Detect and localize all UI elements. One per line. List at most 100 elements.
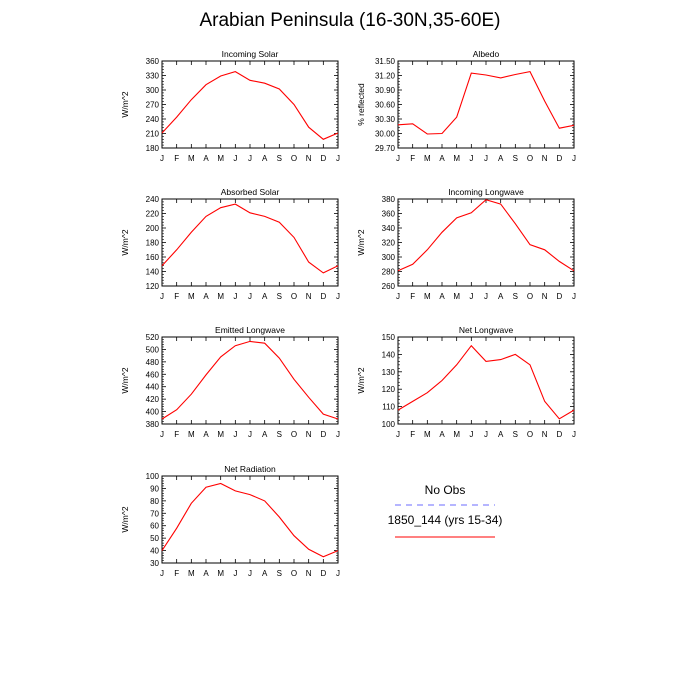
x-tick-label: J <box>248 569 252 578</box>
x-tick-label: S <box>277 569 282 578</box>
x-tick-label: J <box>233 430 237 439</box>
x-tick-label: O <box>291 154 297 163</box>
series-line <box>161 71 339 140</box>
series-line <box>397 199 575 272</box>
x-tick-label: O <box>291 430 297 439</box>
y-tick-label: 30 <box>150 559 159 568</box>
x-tick-label: M <box>217 430 224 439</box>
x-tick-label: D <box>320 430 326 439</box>
x-tick-label: M <box>217 154 224 163</box>
y-tick-label: 240 <box>146 195 160 204</box>
x-tick-label: J <box>396 292 400 301</box>
y-tick-label: 210 <box>146 130 160 139</box>
x-tick-label: S <box>513 430 518 439</box>
y-axis-label: W/m^2 <box>120 91 130 117</box>
y-axis-label: W/m^2 <box>356 229 366 255</box>
x-tick-label: J <box>336 569 340 578</box>
x-tick-label: O <box>527 154 533 163</box>
x-tick-label: N <box>306 569 312 578</box>
x-tick-label: J <box>396 154 400 163</box>
panel-title: Net Radiation <box>224 464 276 474</box>
x-tick-label: S <box>277 430 282 439</box>
x-tick-label: S <box>513 154 518 163</box>
plot-frame <box>161 60 339 149</box>
x-tick-label: J <box>572 292 576 301</box>
series-line <box>397 70 575 135</box>
y-tick-label: 180 <box>146 144 160 153</box>
series-line <box>161 203 339 274</box>
series-line <box>161 340 339 420</box>
y-axis-label: % reflected <box>356 83 366 126</box>
x-tick-label: F <box>174 292 179 301</box>
y-tick-label: 270 <box>146 101 160 110</box>
panel-4: Emitted Longwave W/m^2 380 400 420 440 460 480 5… <box>120 325 340 439</box>
plot-frame <box>161 198 339 287</box>
x-tick-label: A <box>498 430 504 439</box>
x-tick-label: J <box>572 430 576 439</box>
x-tick-label: A <box>203 292 209 301</box>
y-tick-label: 220 <box>146 210 160 219</box>
x-tick-label: O <box>291 292 297 301</box>
x-tick-label: F <box>410 154 415 163</box>
y-tick-label: 280 <box>382 268 396 277</box>
y-tick-label: 80 <box>150 497 159 506</box>
x-tick-label: J <box>572 154 576 163</box>
y-tick-label: 400 <box>146 408 160 417</box>
panel-title: Albedo <box>473 49 500 59</box>
y-axis-label: W/m^2 <box>120 506 130 532</box>
x-tick-label: A <box>262 154 268 163</box>
x-tick-label: M <box>453 292 460 301</box>
x-tick-label: F <box>174 154 179 163</box>
x-tick-label: A <box>439 292 445 301</box>
x-tick-label: J <box>484 154 488 163</box>
x-tick-label: D <box>556 292 562 301</box>
plot-frame <box>397 336 575 425</box>
x-tick-label: M <box>453 154 460 163</box>
panel-title: Incoming Solar <box>222 49 279 59</box>
x-tick-label: S <box>277 292 282 301</box>
x-tick-label: J <box>469 154 473 163</box>
y-tick-label: 520 <box>146 333 160 342</box>
y-tick-label: 100 <box>382 420 396 429</box>
x-tick-label: J <box>248 154 252 163</box>
panel-1: Albedo % reflected 29.70 30.00 30.30 30.60 30.… <box>356 49 576 163</box>
legend: No Obs 1850_144 (yrs 15-34) <box>388 483 502 538</box>
y-tick-label: 100 <box>146 472 160 481</box>
x-tick-label: D <box>556 430 562 439</box>
y-tick-label: 140 <box>382 350 396 359</box>
x-tick-label: M <box>217 292 224 301</box>
x-tick-label: A <box>439 430 445 439</box>
panel-title: Net Longwave <box>459 325 514 335</box>
x-tick-label: M <box>424 154 431 163</box>
y-tick-label: 90 <box>150 484 159 493</box>
x-tick-label: D <box>556 154 562 163</box>
panel-3: Incoming Longwave W/m^2 260 280 300 320 340 360… <box>356 187 576 301</box>
x-tick-label: N <box>306 292 312 301</box>
y-tick-label: 150 <box>382 333 396 342</box>
x-tick-label: M <box>188 430 195 439</box>
x-tick-label: N <box>542 292 548 301</box>
x-tick-label: N <box>542 154 548 163</box>
x-tick-label: J <box>484 292 488 301</box>
x-tick-label: J <box>248 292 252 301</box>
y-tick-label: 200 <box>146 224 160 233</box>
y-tick-label: 330 <box>146 72 160 81</box>
x-tick-label: A <box>203 569 209 578</box>
plot-frame <box>397 60 575 149</box>
x-tick-label: N <box>542 430 548 439</box>
y-tick-label: 320 <box>382 239 396 248</box>
x-tick-label: M <box>188 154 195 163</box>
y-tick-label: 380 <box>146 420 160 429</box>
y-tick-label: 40 <box>150 547 159 556</box>
y-tick-label: 380 <box>382 195 396 204</box>
x-tick-label: J <box>160 569 164 578</box>
plot-frame <box>161 336 339 425</box>
x-tick-label: D <box>320 569 326 578</box>
y-tick-label: 180 <box>146 239 160 248</box>
y-tick-label: 31.50 <box>375 57 396 66</box>
legend-obs-label: No Obs <box>425 483 466 497</box>
x-tick-label: O <box>527 292 533 301</box>
